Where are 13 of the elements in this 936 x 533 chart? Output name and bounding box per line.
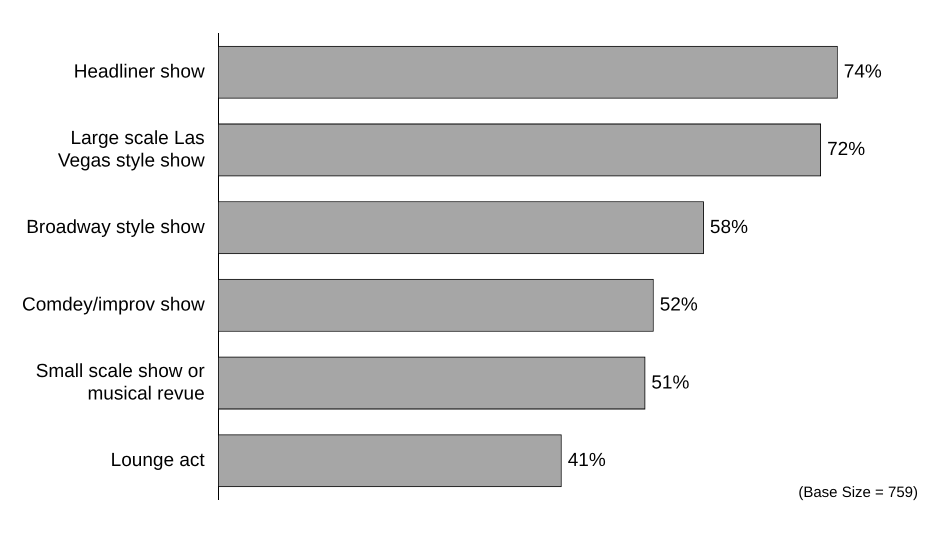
data-label: 51% bbox=[651, 372, 690, 394]
y-tick-label: Headliner show bbox=[74, 61, 205, 82]
data-label: 58% bbox=[710, 216, 748, 238]
y-tick-label: Lounge act bbox=[110, 450, 206, 471]
data-label: 41% bbox=[568, 450, 606, 471]
y-tick-label: Broadway style show bbox=[26, 216, 205, 238]
y-tick-label: Large scale Las Vegas style show bbox=[58, 128, 205, 172]
data-label: 72% bbox=[827, 139, 866, 160]
data-label: 52% bbox=[660, 294, 698, 316]
y-tick-label: Small scale show or musical revue bbox=[36, 360, 206, 405]
y-tick-label: Comdey/improv show bbox=[22, 294, 205, 316]
data-label: 74% bbox=[844, 61, 882, 82]
annotation: (Base Size = 759) bbox=[798, 484, 918, 501]
